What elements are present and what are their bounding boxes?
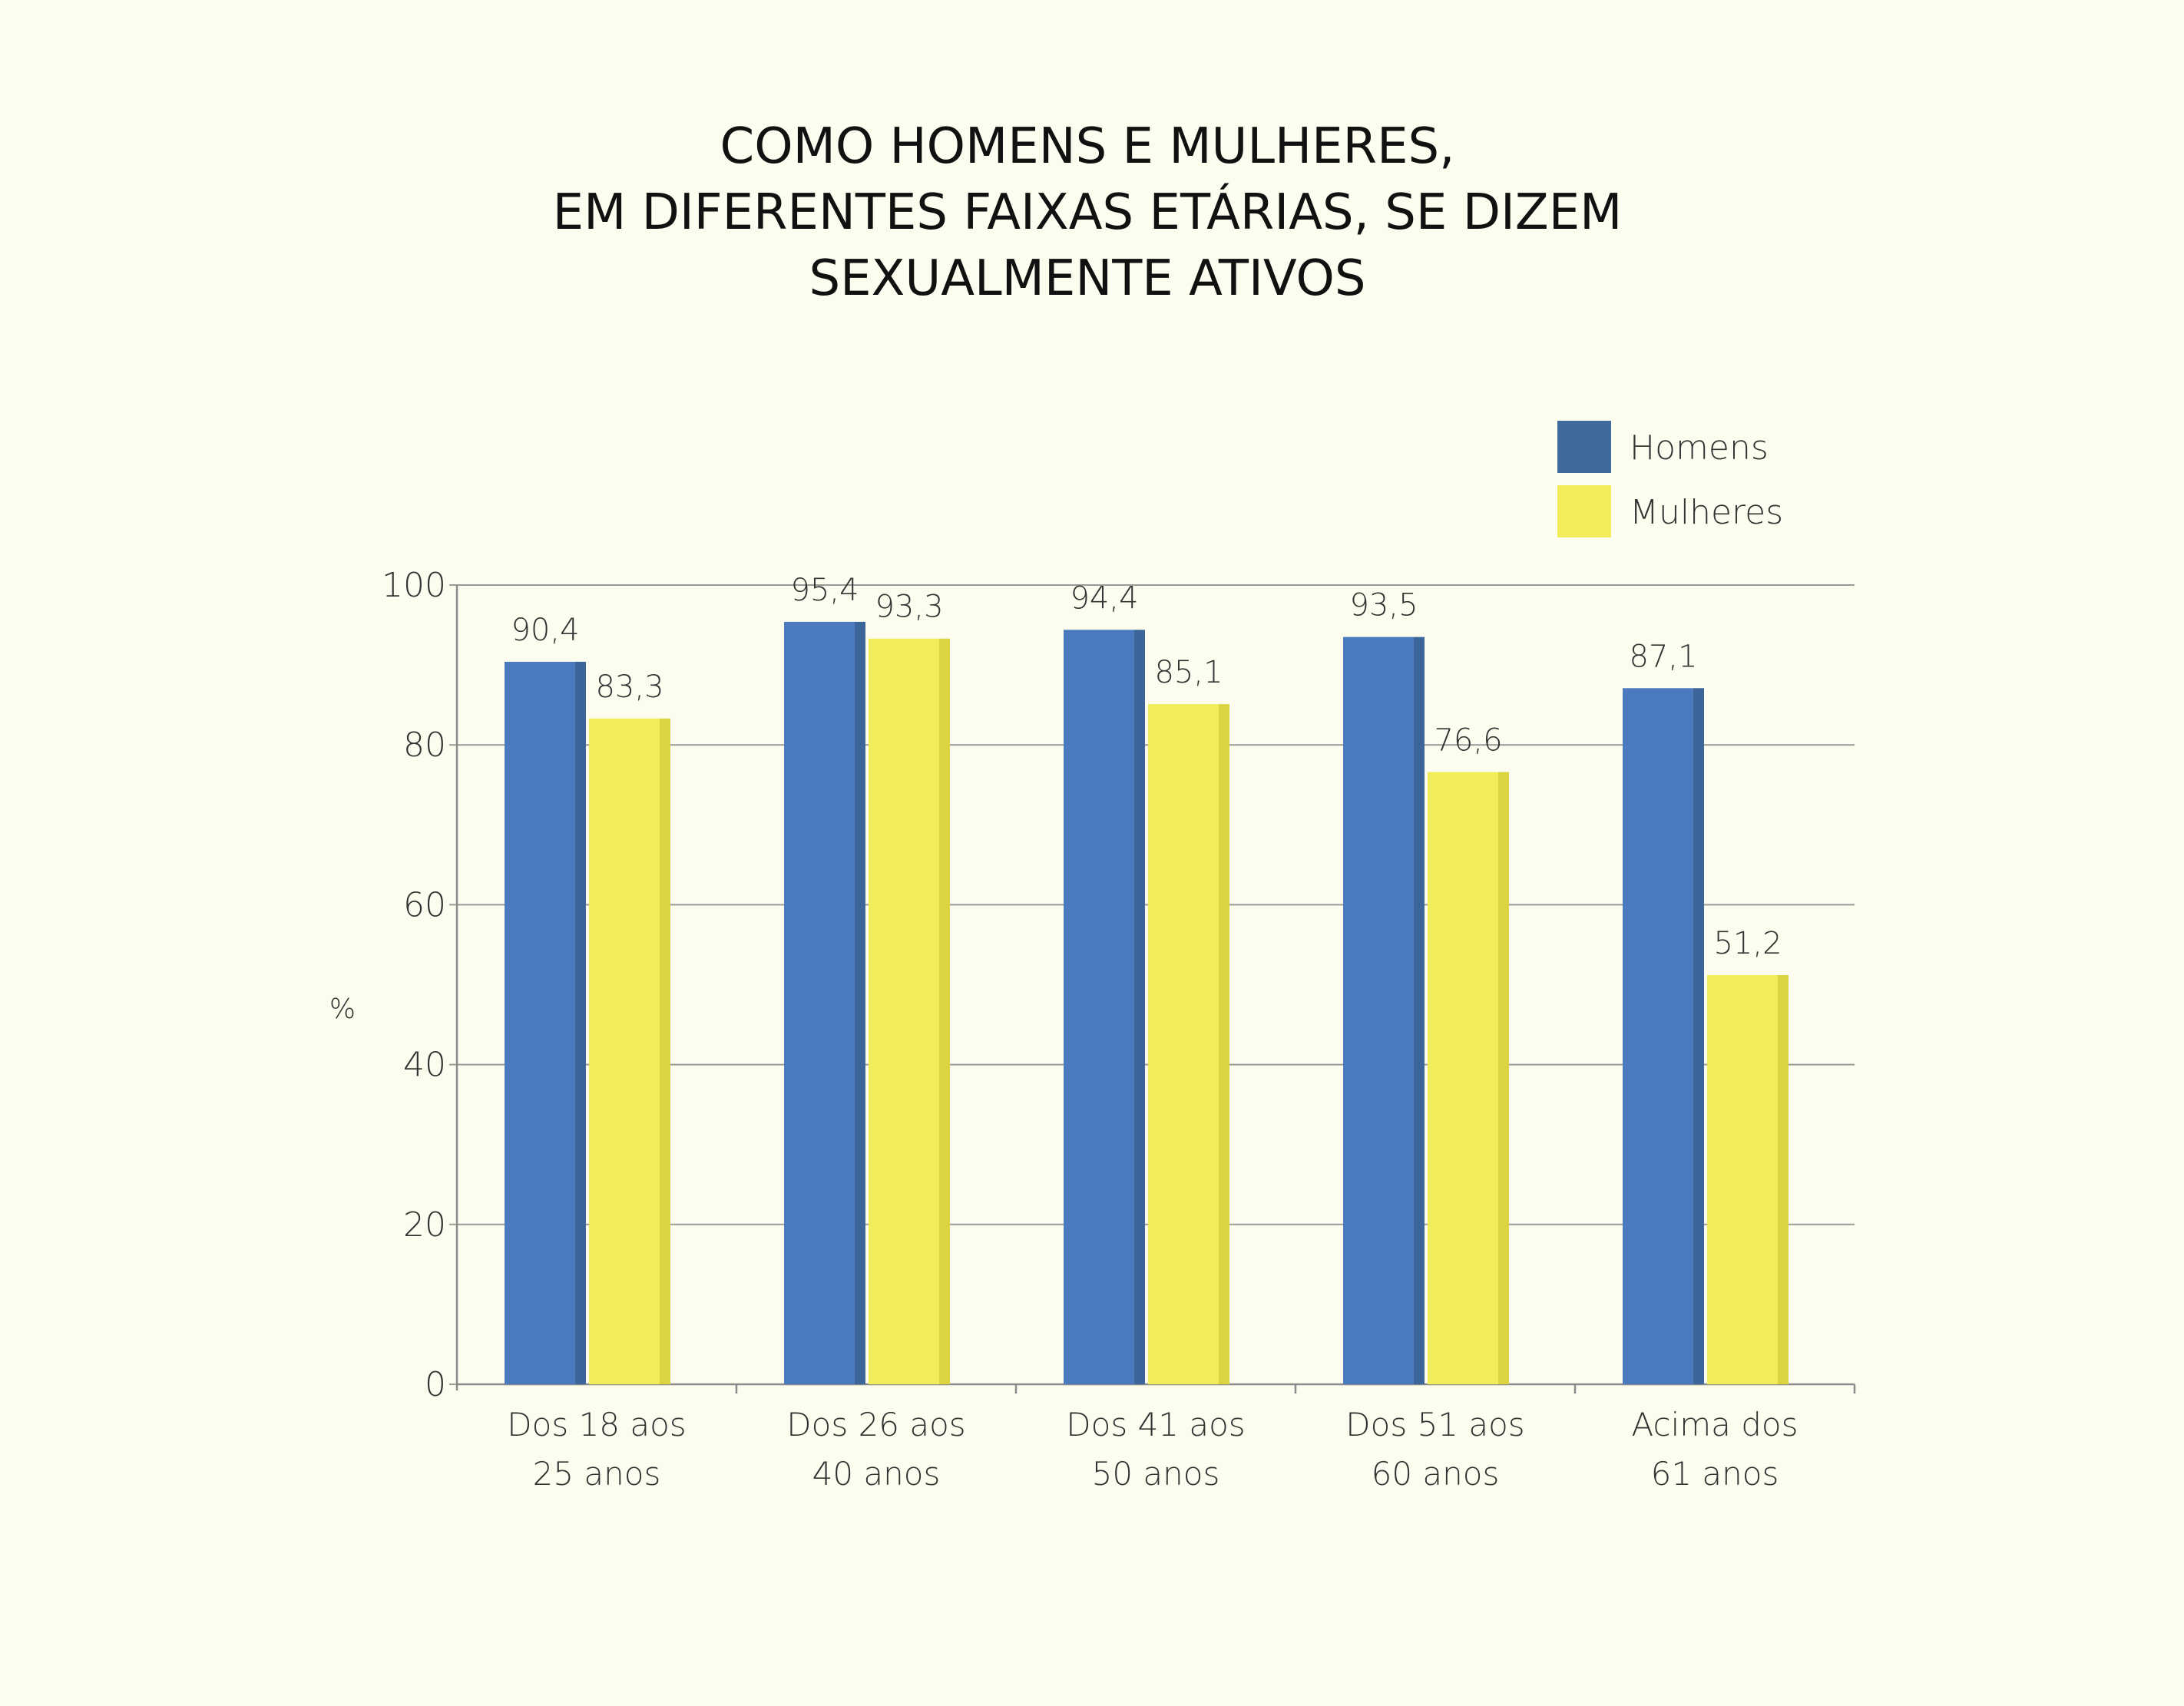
y-tick-label: 0 (425, 1365, 446, 1404)
category-label: 40 anos (812, 1455, 941, 1493)
category-label: Dos 51 aos (1345, 1406, 1524, 1443)
chart-title-line: EM DIFERENTES FAIXAS ETÁRIAS, SE DIZEM (553, 183, 1623, 241)
value-label: 93,3 (875, 590, 943, 625)
bar-shade (575, 661, 586, 1384)
bar-homens (1623, 688, 1693, 1384)
bar-shade (1414, 636, 1425, 1384)
value-label: 83,3 (595, 670, 663, 705)
bar-mulheres (1428, 772, 1498, 1384)
y-tick-label: 100 (382, 566, 446, 605)
bar-mulheres (589, 718, 660, 1384)
chart-title-line: SEXUALMENTE ATIVOS (809, 250, 1365, 307)
y-tick-label: 60 (403, 885, 446, 924)
chart-title-line: COMO HOMENS E MULHERES, (720, 118, 1455, 175)
chart-title: COMO HOMENS E MULHERES, EM DIFERENTES FAI… (553, 118, 1623, 307)
legend-label: Homens (1630, 428, 1769, 468)
y-tick-label: 40 (403, 1046, 446, 1085)
bar-shade (939, 638, 950, 1384)
value-label: 95,4 (790, 573, 859, 608)
value-label: 93,5 (1349, 588, 1418, 623)
value-label: 76,6 (1434, 723, 1502, 759)
category-label: 60 anos (1372, 1455, 1500, 1493)
category-label: Dos 26 aos (786, 1406, 965, 1443)
category-label: Acima dos (1632, 1406, 1798, 1443)
value-labels: 90,4 83,3 95,4 93,3 94,4 85,1 93,5 76,6 87,1 51,2 (511, 573, 1782, 961)
bars (505, 621, 1789, 1384)
y-tick-label: 80 (403, 726, 446, 765)
bar-homens (1343, 636, 1414, 1384)
bar-homens (1064, 630, 1134, 1384)
bar-shade (1778, 975, 1789, 1384)
category-label: 50 anos (1092, 1455, 1220, 1493)
value-label: 94,4 (1070, 580, 1138, 616)
legend-swatch-homens (1557, 421, 1611, 473)
bar-shade (1134, 630, 1145, 1384)
bar-shade (1693, 688, 1704, 1384)
bar-mulheres (1707, 975, 1778, 1384)
y-tick-label: 20 (403, 1205, 446, 1245)
legend-swatch-mulheres (1557, 485, 1611, 537)
bar-shade (660, 718, 670, 1384)
legend: Homens Mulheres (1557, 421, 1783, 537)
bar-mulheres (1148, 704, 1219, 1384)
bar-homens (784, 621, 855, 1384)
bar-mulheres (869, 638, 939, 1384)
legend-label: Mulheres (1630, 493, 1783, 532)
category-label: Dos 41 aos (1066, 1406, 1245, 1443)
value-label: 51,2 (1713, 926, 1782, 961)
axes: % Dos 18 aos 25 anos Dos 26 aos 40 anos Dos 4… (329, 585, 1856, 1493)
category-label: 25 anos (533, 1455, 661, 1493)
bar-shade (1219, 704, 1229, 1384)
category-label: 61 anos (1651, 1455, 1779, 1493)
bar-homens (505, 661, 575, 1384)
value-label: 90,4 (511, 613, 579, 648)
value-label: 85,1 (1154, 655, 1223, 690)
bar-shade (855, 621, 865, 1384)
category-label: Dos 18 aos (507, 1406, 686, 1443)
value-label: 87,1 (1629, 639, 1697, 674)
y-axis-label: % (329, 994, 356, 1025)
bar-shade (1498, 772, 1509, 1384)
